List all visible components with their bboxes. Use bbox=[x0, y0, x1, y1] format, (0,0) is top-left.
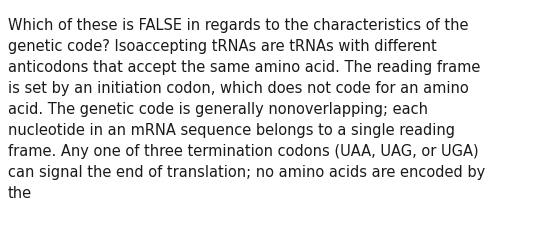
Text: Which of these is FALSE in regards to the characteristics of the: Which of these is FALSE in regards to th… bbox=[8, 18, 469, 33]
Text: nucleotide in an mRNA sequence belongs to a single reading: nucleotide in an mRNA sequence belongs t… bbox=[8, 123, 455, 137]
Text: frame. Any one of three termination codons (UAA, UAG, or UGA): frame. Any one of three termination codo… bbox=[8, 143, 479, 158]
Text: is set by an initiation codon, which does not code for an amino: is set by an initiation codon, which doe… bbox=[8, 81, 469, 95]
Text: anticodons that accept the same amino acid. The reading frame: anticodons that accept the same amino ac… bbox=[8, 60, 480, 75]
Text: genetic code? Isoaccepting tRNAs are tRNAs with different: genetic code? Isoaccepting tRNAs are tRN… bbox=[8, 39, 437, 54]
Text: acid. The genetic code is generally nonoverlapping; each: acid. The genetic code is generally nono… bbox=[8, 101, 428, 117]
Text: can signal the end of translation; no amino acids are encoded by: can signal the end of translation; no am… bbox=[8, 164, 485, 179]
Text: the: the bbox=[8, 185, 32, 200]
